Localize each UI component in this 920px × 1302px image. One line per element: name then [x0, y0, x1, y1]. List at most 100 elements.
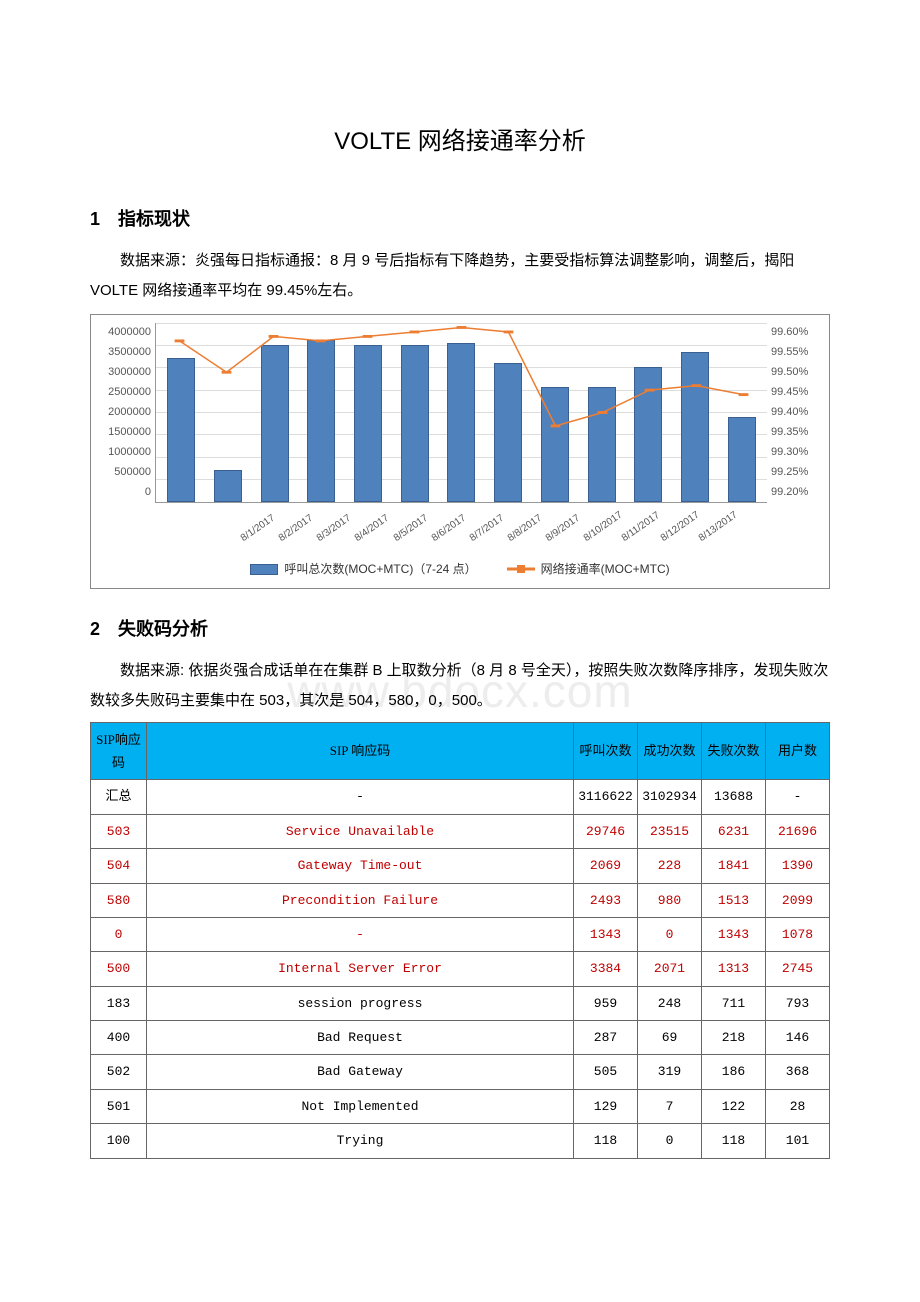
table-cell: 500	[91, 952, 147, 986]
table-cell: 6231	[702, 814, 766, 848]
table-cell: 501	[91, 1089, 147, 1123]
table-cell: 1343	[702, 917, 766, 951]
table-cell: 711	[702, 986, 766, 1020]
table-cell: 1513	[702, 883, 766, 917]
table-cell: 28	[766, 1089, 830, 1123]
legend-bar-label: 呼叫总次数(MOC+MTC)（7-24 点）	[284, 562, 476, 576]
table-cell: 146	[766, 1021, 830, 1055]
table-cell: 228	[638, 849, 702, 883]
table-cell: 1343	[574, 917, 638, 951]
chart-x-labels: 8/1/20178/2/20178/3/20178/4/20178/5/2017…	[155, 503, 767, 537]
table-cell: 101	[766, 1124, 830, 1158]
table-cell: 502	[91, 1055, 147, 1089]
y-left-tick: 4000000	[97, 323, 151, 343]
table-cell: Bad Request	[147, 1021, 574, 1055]
table-header-row: SIP响应码 SIP 响应码 呼叫次数 成功次数 失败次数 用户数	[91, 722, 830, 780]
y-right-tick: 99.25%	[771, 463, 823, 483]
indicator-chart: 4000000350000030000002500000200000015000…	[90, 314, 830, 590]
th-call-count: 呼叫次数	[574, 722, 638, 780]
table-cell: 1078	[766, 917, 830, 951]
table-row: 汇总-3116622310293413688-	[91, 780, 830, 814]
y-left-tick: 1000000	[97, 443, 151, 463]
table-cell: 118	[702, 1124, 766, 1158]
th-success-count: 成功次数	[638, 722, 702, 780]
table-cell: 959	[574, 986, 638, 1020]
y-left-tick: 3000000	[97, 363, 151, 383]
y-left-tick: 2500000	[97, 383, 151, 403]
th-fail-count: 失败次数	[702, 722, 766, 780]
section1-paragraph: 数据来源：炎强每日指标通报：8 月 9 号后指标有下降趋势，主要受指标算法调整影…	[90, 246, 830, 306]
table-cell: 2069	[574, 849, 638, 883]
table-cell: 118	[574, 1124, 638, 1158]
table-row: 580Precondition Failure249398015132099	[91, 883, 830, 917]
table-row: 100Trying1180118101	[91, 1124, 830, 1158]
table-cell: Not Implemented	[147, 1089, 574, 1123]
legend-bar: 呼叫总次数(MOC+MTC)（7-24 点）	[250, 559, 476, 581]
table-cell: session progress	[147, 986, 574, 1020]
table-cell: 129	[574, 1089, 638, 1123]
section1-heading: 1指标现状	[90, 203, 830, 235]
table-cell: 汇总	[91, 780, 147, 814]
table-cell: 2745	[766, 952, 830, 986]
table-cell: 580	[91, 883, 147, 917]
table-cell: 504	[91, 849, 147, 883]
th-sip-response: SIP 响应码	[147, 722, 574, 780]
table-cell: Trying	[147, 1124, 574, 1158]
table-cell: 400	[91, 1021, 147, 1055]
section2-heading-text: 失败码分析	[118, 619, 208, 639]
table-body: 汇总-3116622310293413688-503Service Unavai…	[91, 780, 830, 1158]
table-row: 400Bad Request28769218146	[91, 1021, 830, 1055]
chart-line-svg	[156, 323, 767, 502]
chart-y-right-axis: 99.60%99.55%99.50%99.45%99.40%99.35%99.3…	[767, 323, 823, 503]
section2-heading: 2失败码分析	[90, 613, 830, 645]
table-row: 501Not Implemented129712228	[91, 1089, 830, 1123]
table-cell: 7	[638, 1089, 702, 1123]
table-cell: 0	[638, 917, 702, 951]
table-cell: 13688	[702, 780, 766, 814]
legend-bar-swatch	[250, 564, 278, 575]
table-cell: 793	[766, 986, 830, 1020]
document-content: VOLTE 网络接通率分析 1指标现状 数据来源：炎强每日指标通报：8 月 9 …	[90, 120, 830, 1159]
table-cell: -	[147, 780, 574, 814]
y-left-tick: 500000	[97, 463, 151, 483]
table-cell: 3102934	[638, 780, 702, 814]
legend-line: 网络接通率(MOC+MTC)	[507, 559, 670, 581]
table-cell: Gateway Time-out	[147, 849, 574, 883]
table-row: 502Bad Gateway505319186368	[91, 1055, 830, 1089]
document-title: VOLTE 网络接通率分析	[90, 120, 830, 163]
table-cell: 319	[638, 1055, 702, 1089]
y-right-tick: 99.40%	[771, 403, 823, 423]
table-cell: 2099	[766, 883, 830, 917]
table-cell: 186	[702, 1055, 766, 1089]
y-right-tick: 99.20%	[771, 483, 823, 503]
table-cell: Precondition Failure	[147, 883, 574, 917]
y-left-tick: 2000000	[97, 403, 151, 423]
chart-plot-area: 4000000350000030000002500000200000015000…	[97, 323, 823, 503]
table-cell: 122	[702, 1089, 766, 1123]
section1-number: 1	[90, 203, 118, 235]
table-cell: 21696	[766, 814, 830, 848]
table-cell: 1313	[702, 952, 766, 986]
table-row: 500Internal Server Error3384207113132745	[91, 952, 830, 986]
table-cell: 980	[638, 883, 702, 917]
y-right-tick: 99.50%	[771, 363, 823, 383]
table-cell: 2071	[638, 952, 702, 986]
table-cell: 29746	[574, 814, 638, 848]
th-user-count: 用户数	[766, 722, 830, 780]
table-row: 0-1343013431078	[91, 917, 830, 951]
table-cell: 183	[91, 986, 147, 1020]
section2-number: 2	[90, 613, 118, 645]
table-cell: 218	[702, 1021, 766, 1055]
y-right-tick: 99.60%	[771, 323, 823, 343]
table-cell: 23515	[638, 814, 702, 848]
table-cell: Internal Server Error	[147, 952, 574, 986]
table-cell: 2493	[574, 883, 638, 917]
table-row: 183session progress959248711793	[91, 986, 830, 1020]
legend-line-swatch	[507, 564, 535, 575]
table-cell: Service Unavailable	[147, 814, 574, 848]
chart-plot	[155, 323, 767, 503]
table-row: 503Service Unavailable297462351562312169…	[91, 814, 830, 848]
legend-line-label: 网络接通率(MOC+MTC)	[541, 562, 670, 576]
y-right-tick: 99.45%	[771, 383, 823, 403]
section1-heading-text: 指标现状	[118, 209, 190, 229]
